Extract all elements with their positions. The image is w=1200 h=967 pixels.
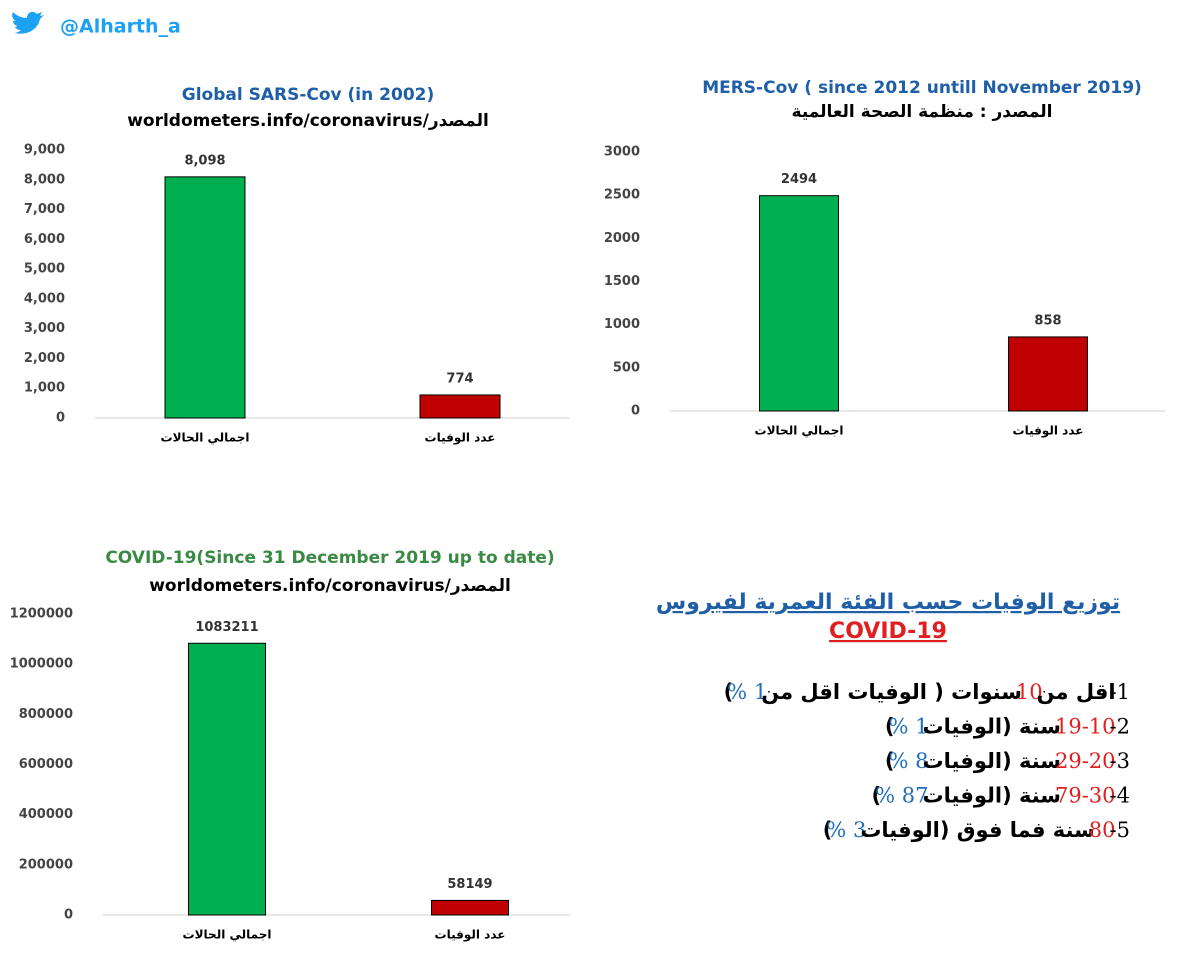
age-segment: 4- (1110, 783, 1130, 807)
age-segment: سنة (الوفيات (923, 749, 1061, 773)
age-segment: 3 % (826, 818, 866, 842)
age-segment: 79-30 (1055, 783, 1116, 807)
age-segment: اقل من (1037, 680, 1116, 704)
y-tick-label: 5,000 (24, 262, 65, 277)
age-segment: 80 (1089, 818, 1116, 842)
age-segment: سنة فما فوق (الوفيات (860, 818, 1094, 842)
value-label: 58149 (447, 877, 492, 892)
age-segment: ) (823, 818, 833, 842)
y-tick-label: 6,000 (24, 232, 65, 247)
bar (419, 394, 501, 419)
y-tick-label: 0 (631, 404, 640, 419)
bar (188, 642, 266, 916)
age-segment: 1 % (889, 714, 929, 738)
y-tick-label: 8,000 (24, 172, 65, 187)
age-line: 1-اقل من10سنوات ( الوفيات اقل من1 %) (724, 680, 1130, 705)
age-segment: 10 (1016, 680, 1043, 704)
panel-subtitle: COVID-19 (829, 619, 947, 644)
y-tick-label: 400000 (19, 807, 73, 822)
age-line: 5-80سنة فما فوق (الوفيات3 %) (823, 818, 1130, 843)
y-tick-label: 200000 (19, 857, 73, 872)
y-tick-label: 3,000 (24, 321, 65, 336)
age-line: 4-79-30سنة (الوفيات87 %) (872, 783, 1130, 808)
x-tick-label: عدد الوفيات (1013, 424, 1084, 439)
bar (431, 899, 509, 916)
y-tick-label: 2,000 (24, 351, 65, 366)
age-segment: سنة (الوفيات (923, 784, 1061, 808)
age-segment: ) (724, 680, 734, 704)
x-tick-label: اجمالي الحالات (755, 424, 844, 438)
handle: @Alharth_a (60, 16, 181, 38)
y-tick-label: 1000000 (10, 657, 73, 672)
y-tick-label: 2500 (604, 188, 640, 203)
chart-subtitle: المصدر : منظمة الصحة العالمية (792, 102, 1053, 122)
bar (759, 195, 839, 412)
x-tick-label: عدد الوفيات (425, 431, 496, 446)
y-tick-label: 9,000 (24, 143, 65, 158)
x-tick-label: اجمالي الحالات (183, 928, 272, 942)
bar (1008, 336, 1088, 412)
age-segment: 1- (1110, 680, 1130, 704)
y-tick-label: 1200000 (10, 607, 73, 622)
x-tick-label: اجمالي الحالات (161, 431, 250, 445)
y-tick-label: 3000 (604, 145, 640, 160)
age-segment: سنوات ( الوفيات اقل من (761, 680, 1022, 704)
age-line: 2-19-10سنة (الوفيات1 %) (885, 714, 1130, 739)
age-segment: 2- (1110, 714, 1130, 738)
y-tick-label: 1,000 (24, 381, 65, 396)
age-segment: 87 % (875, 783, 928, 807)
y-tick-label: 0 (64, 908, 73, 923)
age-segment: ) (885, 749, 895, 773)
y-tick-label: 600000 (19, 757, 73, 772)
chart-title: MERS-Cov ( since 2012 untill November 20… (702, 78, 1142, 98)
age-segment: 1 % (727, 680, 767, 704)
y-tick-label: 500 (613, 360, 640, 375)
age-line: 3-29-20سنة (الوفيات8 %) (885, 749, 1130, 774)
twitter-icon (12, 11, 44, 34)
age-segment: 19-10 (1055, 714, 1116, 738)
y-tick-label: 1500 (604, 274, 640, 289)
chart-subtitle: worldometers.info/coronavirus/المصدر (149, 576, 511, 596)
age-segment: 5- (1110, 818, 1130, 842)
y-tick-label: 2000 (604, 231, 640, 246)
y-tick-label: 800000 (19, 707, 73, 722)
value-label: 8,098 (184, 153, 225, 168)
y-tick-label: 1000 (604, 317, 640, 332)
value-label: 2494 (781, 172, 817, 187)
age-segment: 3- (1110, 749, 1130, 773)
age-panel: توزيع الوفيات حسب الفئة العمرية لفيروس C… (656, 590, 1130, 842)
age-segment: سنة (الوفيات (923, 715, 1061, 739)
value-label: 774 (446, 371, 473, 386)
age-segment: 29-20 (1055, 749, 1116, 773)
age-segment: 8 % (889, 749, 929, 773)
chart-title: COVID-19(Since 31 December 2019 up to da… (105, 548, 554, 568)
age-segment: ) (885, 715, 895, 739)
y-tick-label: 7,000 (24, 202, 65, 217)
age-segment: ) (872, 784, 882, 808)
chart-title: Global SARS-Cov (in 2002) (182, 85, 435, 105)
x-tick-label: عدد الوفيات (435, 928, 506, 943)
chart-subtitle: worldometers.info/coronavirus/المصدر (127, 111, 489, 131)
panel-title: توزيع الوفيات حسب الفئة العمرية لفيروس (656, 590, 1120, 615)
y-tick-label: 0 (56, 411, 65, 426)
value-label: 858 (1034, 313, 1061, 328)
value-label: 1083211 (195, 620, 258, 635)
y-tick-label: 4,000 (24, 291, 65, 306)
bar (164, 176, 246, 419)
